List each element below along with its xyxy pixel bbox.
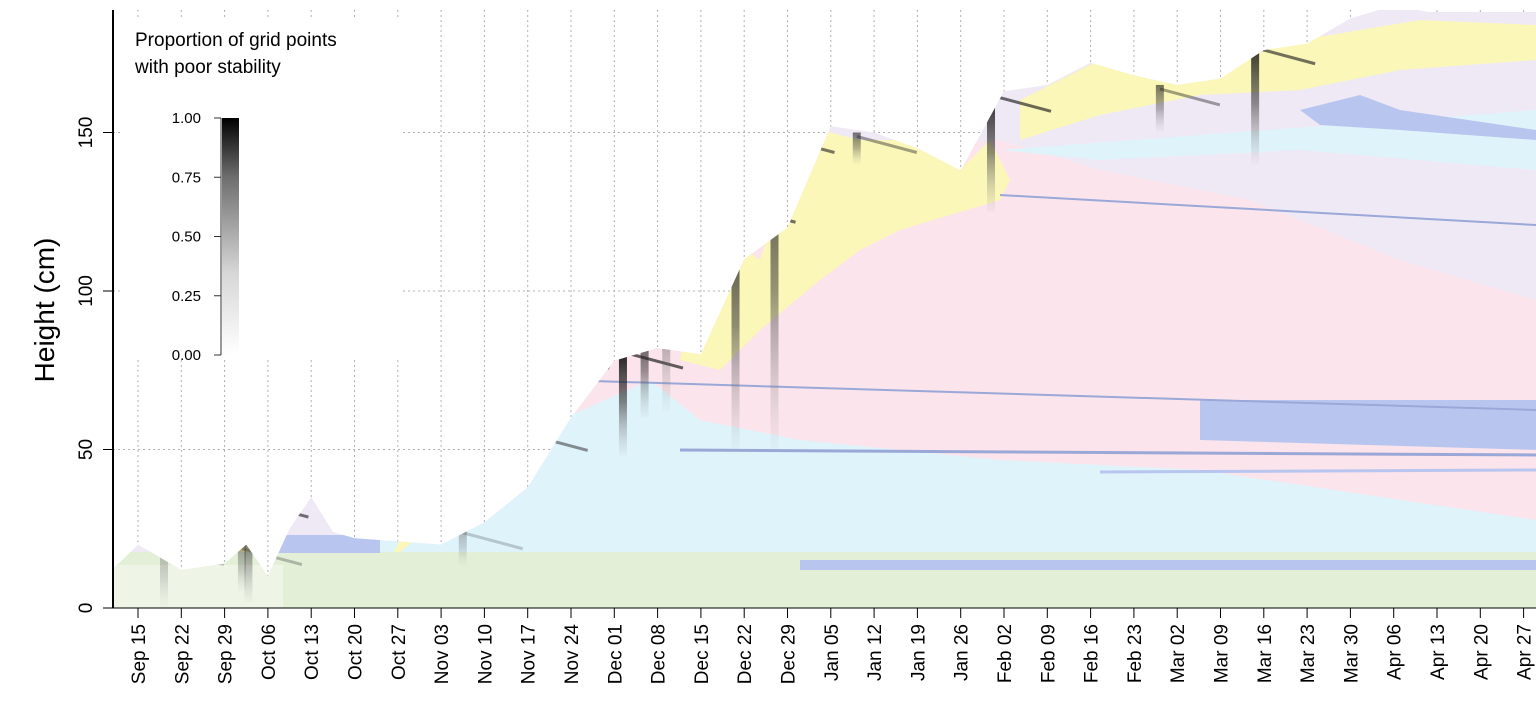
x-tick-label: Oct 06 — [259, 624, 280, 680]
x-tick-label: Oct 20 — [346, 624, 367, 680]
layer-blue-base — [800, 560, 1536, 570]
legend-backdrop — [120, 18, 400, 358]
weak-layer-column — [237, 544, 246, 593]
layer-yellow-dec — [680, 130, 1010, 370]
weak-layer-column — [1155, 84, 1164, 133]
layer-blue-band-60 — [1200, 400, 1536, 450]
weak-layer-column — [545, 348, 554, 387]
x-tick-label: Jan 12 — [865, 624, 886, 681]
x-tick-label: Apr 20 — [1471, 624, 1492, 680]
x-tick-label: Feb 09 — [1038, 624, 1059, 683]
weak-layer-column — [618, 348, 627, 456]
weak-layer-streak — [548, 350, 610, 370]
x-tick-label: Nov 17 — [519, 624, 540, 684]
x-tick-label: Dec 01 — [605, 624, 626, 684]
weak-layer-column — [770, 132, 779, 450]
layer-yellow-recent — [1020, 20, 1536, 140]
layer-green-early — [113, 565, 283, 608]
weak-layer-streak — [492, 369, 554, 389]
weak-layer-streak — [990, 93, 1052, 113]
x-tick-label: Mar 09 — [1212, 624, 1233, 683]
x-tick-label: Apr 13 — [1428, 624, 1449, 680]
x-tick-label: Sep 15 — [129, 624, 150, 684]
legend-tick-label: 1.00 — [172, 110, 201, 127]
x-tick-label: Dec 08 — [649, 624, 670, 684]
x-tick-label: Mar 23 — [1298, 624, 1319, 683]
legend-tick-label: 0.50 — [172, 229, 201, 246]
x-tick-label: Feb 02 — [995, 624, 1016, 683]
layer-blue-oct — [268, 535, 380, 553]
y-axis-title: Height (cm) — [29, 238, 60, 383]
weak-layer-column — [662, 259, 671, 412]
legend-title-line-1: Proportion of grid points — [135, 30, 337, 51]
legend: Proportion of grid points with poor stab… — [120, 18, 400, 364]
x-tick-label: Apr 27 — [1515, 624, 1536, 680]
y-tick-label: 50 — [76, 439, 97, 460]
x-tick-label: Oct 13 — [302, 624, 323, 680]
weak-layer-column — [1251, 43, 1260, 165]
x-tick-label: Nov 10 — [475, 624, 496, 684]
weak-layer-streak — [462, 531, 524, 551]
weak-layer-column — [489, 367, 498, 444]
x-tick-label: Dec 15 — [692, 624, 713, 684]
layer-line-125 — [999, 194, 1536, 226]
x-tick-label: Jan 19 — [908, 624, 929, 681]
x-tick-label: Sep 22 — [172, 624, 193, 684]
weak-layer-column — [731, 202, 740, 450]
y-tick-label: 100 — [76, 275, 97, 307]
weak-layer-column — [852, 132, 861, 165]
weak-layer-streak — [644, 325, 705, 345]
legend-ticks: 1.00 0.75 0.50 0.25 0.00 — [172, 110, 221, 364]
y-axis-ticks: 0 50 100 150 — [76, 117, 113, 614]
y-tick-label: 150 — [76, 117, 97, 149]
layer-light-blue — [260, 380, 1536, 608]
weak-layer-streak — [1159, 87, 1221, 107]
layer-line-65 — [559, 379, 1536, 411]
x-tick-label: Nov 24 — [562, 624, 583, 685]
x-tick-label: Jan 05 — [822, 624, 843, 681]
layer-line-42 — [1099, 468, 1536, 474]
weak-layer-column — [987, 91, 996, 212]
weak-layer-streak — [163, 547, 225, 567]
legend-tick-label: 0.00 — [172, 347, 201, 364]
legend-tick-label: 0.25 — [172, 288, 201, 305]
weak-layer-streak — [248, 499, 309, 519]
weak-layer-streak — [735, 204, 796, 224]
weak-layer-column — [159, 544, 168, 608]
weak-layer-column — [244, 497, 253, 602]
layer-line-50 — [679, 448, 1536, 457]
x-tick-label: Apr 06 — [1385, 624, 1406, 680]
weak-layer-streak — [856, 135, 918, 154]
legend-title-line-2: with poor stability — [134, 57, 281, 78]
x-tick-label: Mar 30 — [1341, 624, 1362, 683]
x-tick-label: Sep 29 — [216, 624, 237, 684]
x-tick-label: Oct 27 — [389, 624, 410, 680]
x-axis-ticks: Sep 15 Sep 22 Sep 29 Oct 06 Oct 13 Oct 20 Oct … — [129, 608, 1536, 684]
weak-layer-streak — [665, 261, 727, 281]
legend-tick-label: 0.75 — [172, 169, 201, 186]
x-tick-label: Jan 26 — [952, 624, 973, 681]
y-tick-label: 0 — [76, 603, 97, 614]
x-tick-label: Feb 16 — [1082, 624, 1103, 683]
x-tick-label: Feb 23 — [1125, 624, 1146, 683]
x-tick-label: Dec 29 — [779, 624, 800, 684]
x-tick-label: Mar 16 — [1255, 624, 1276, 683]
x-tick-label: Dec 22 — [735, 624, 756, 684]
x-tick-label: Mar 02 — [1168, 624, 1189, 683]
layer-blue-band-upper — [1300, 95, 1536, 140]
x-tick-label: Nov 03 — [432, 624, 453, 684]
weak-layer-column — [458, 528, 467, 567]
weak-layer-streak — [1254, 46, 1316, 66]
legend-color-bar — [222, 118, 239, 355]
weak-layer-column — [640, 322, 649, 418]
